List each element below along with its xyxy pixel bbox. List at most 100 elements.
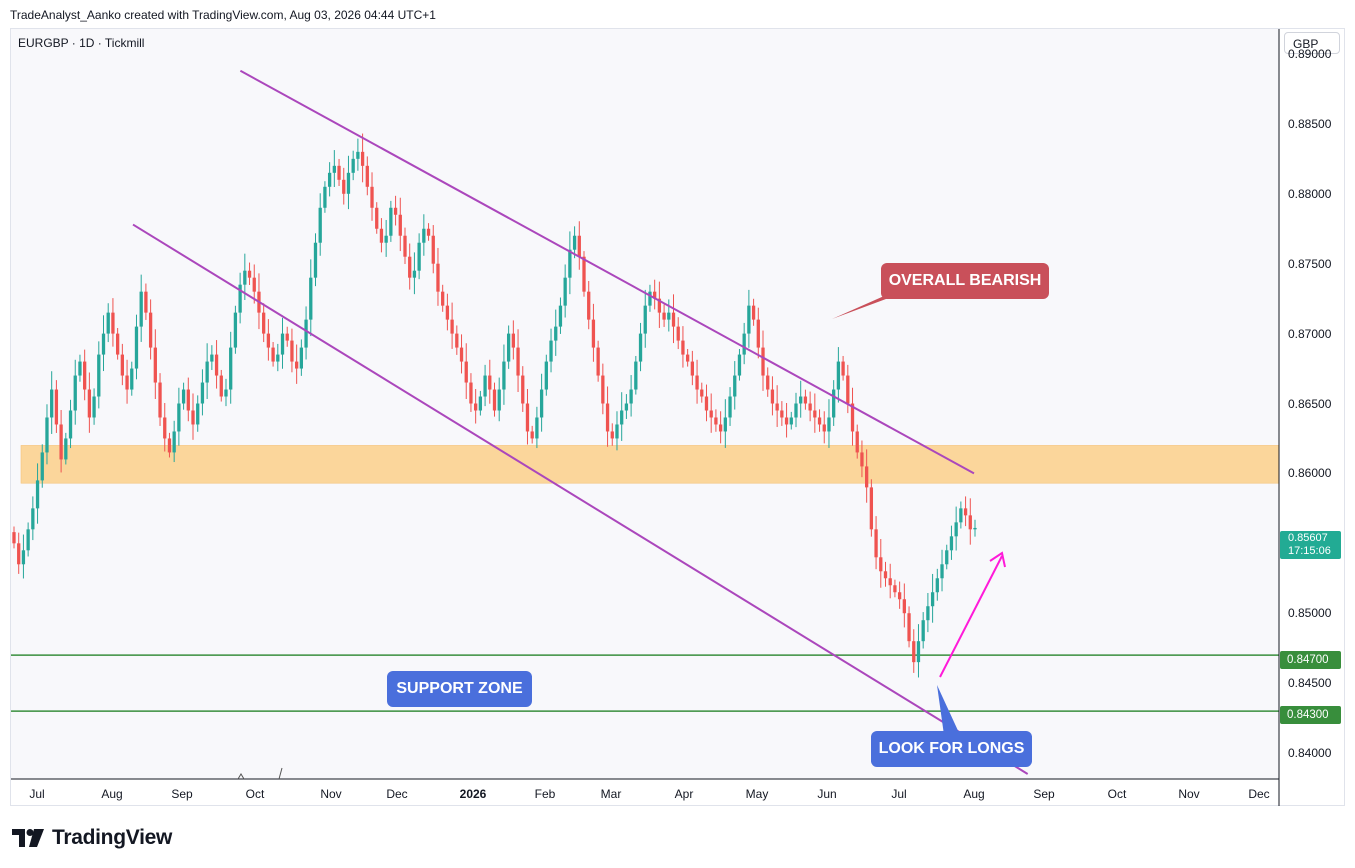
candle [799,380,803,418]
candle [266,319,271,361]
candle [92,388,96,425]
candle [153,329,157,400]
candle-body [271,347,275,362]
candle [342,167,346,205]
candle-body [539,389,544,418]
currency-selector[interactable]: GBP [1284,32,1340,54]
candle [177,387,181,446]
candle-body [252,277,256,292]
candle-body [351,158,355,173]
candle [346,155,351,210]
candle-body [709,410,713,418]
candle-body [582,256,586,292]
candle-body [455,333,459,348]
candle [393,195,398,226]
candle-body [243,270,247,285]
candle [280,317,285,369]
channel-lower-trendline[interactable] [132,223,1029,775]
candle [723,399,727,448]
candle-body [902,599,906,614]
candle-body [365,165,369,187]
candle [210,345,214,371]
candle [403,227,407,265]
candle-body [483,375,487,397]
y-tick-label: 0.88500 [1288,116,1332,131]
candle [657,281,662,328]
candle [945,544,949,570]
support-zone-label[interactable]: SUPPORT ZONE [387,671,532,707]
candle-body [921,620,925,642]
resistance-zone [20,445,1280,484]
candle [111,298,115,347]
candle-body [714,417,718,425]
candle [601,363,605,415]
candle-body [605,403,610,432]
candle [926,593,930,633]
overall-bearish-label[interactable]: OVERALL BEARISH [881,263,1049,299]
candle [59,409,63,473]
candle-body [629,389,633,404]
candle [17,532,21,574]
candle-body [624,403,629,411]
candle [893,579,897,598]
candle [45,404,49,465]
candle-body [893,585,897,593]
candle-body [393,207,398,215]
tradingview-logo[interactable]: TradingView [12,826,172,850]
candle-body [502,361,506,390]
candle-body [389,207,393,236]
x-tick-label: Apr [674,787,694,801]
candle [572,226,577,259]
candle [139,274,143,342]
candle [148,299,153,360]
candle [860,440,864,478]
candle-body [97,354,101,397]
candle [841,355,845,381]
candle [196,395,200,432]
x-tick-label: Oct [245,787,265,801]
candle [940,549,944,592]
plot-area [11,29,1279,779]
candle-body [530,431,534,439]
candle-body [327,172,332,187]
candle [742,322,746,365]
candle-body [558,305,563,327]
candle [83,349,87,401]
candle-body [144,291,148,313]
candle [827,399,831,448]
candle-body [813,410,817,418]
candle-body [784,417,789,425]
candle [323,181,327,213]
candle [290,328,294,373]
candle-body [266,333,271,348]
candle [360,133,365,183]
candle [115,328,120,360]
candle [836,347,841,403]
candle-body [577,235,581,257]
x-tick-label: Oct [1107,787,1127,801]
candle-body [417,242,421,271]
candle-body [850,403,855,432]
candle [318,193,322,256]
candle [511,320,515,360]
candle [832,380,836,426]
candle [375,202,379,234]
candle-body [426,228,431,236]
candle [662,304,666,327]
candle-body [869,487,874,530]
candle [709,393,713,433]
candle-body [954,522,958,537]
candle-body [238,284,242,313]
candle-body [497,389,501,411]
tradingview-wordmark: TradingView [52,826,173,849]
candle [888,563,892,599]
candle [337,158,341,186]
candle-body [690,361,695,376]
channel-upper-trendline[interactable] [239,69,975,475]
candle-body [125,375,129,390]
candle [497,377,501,422]
look-for-longs-label[interactable]: LOOK FOR LONGS [871,731,1032,767]
candle [134,314,139,380]
symbol-title[interactable]: EURGBP · 1D · Tickmill [18,36,145,50]
